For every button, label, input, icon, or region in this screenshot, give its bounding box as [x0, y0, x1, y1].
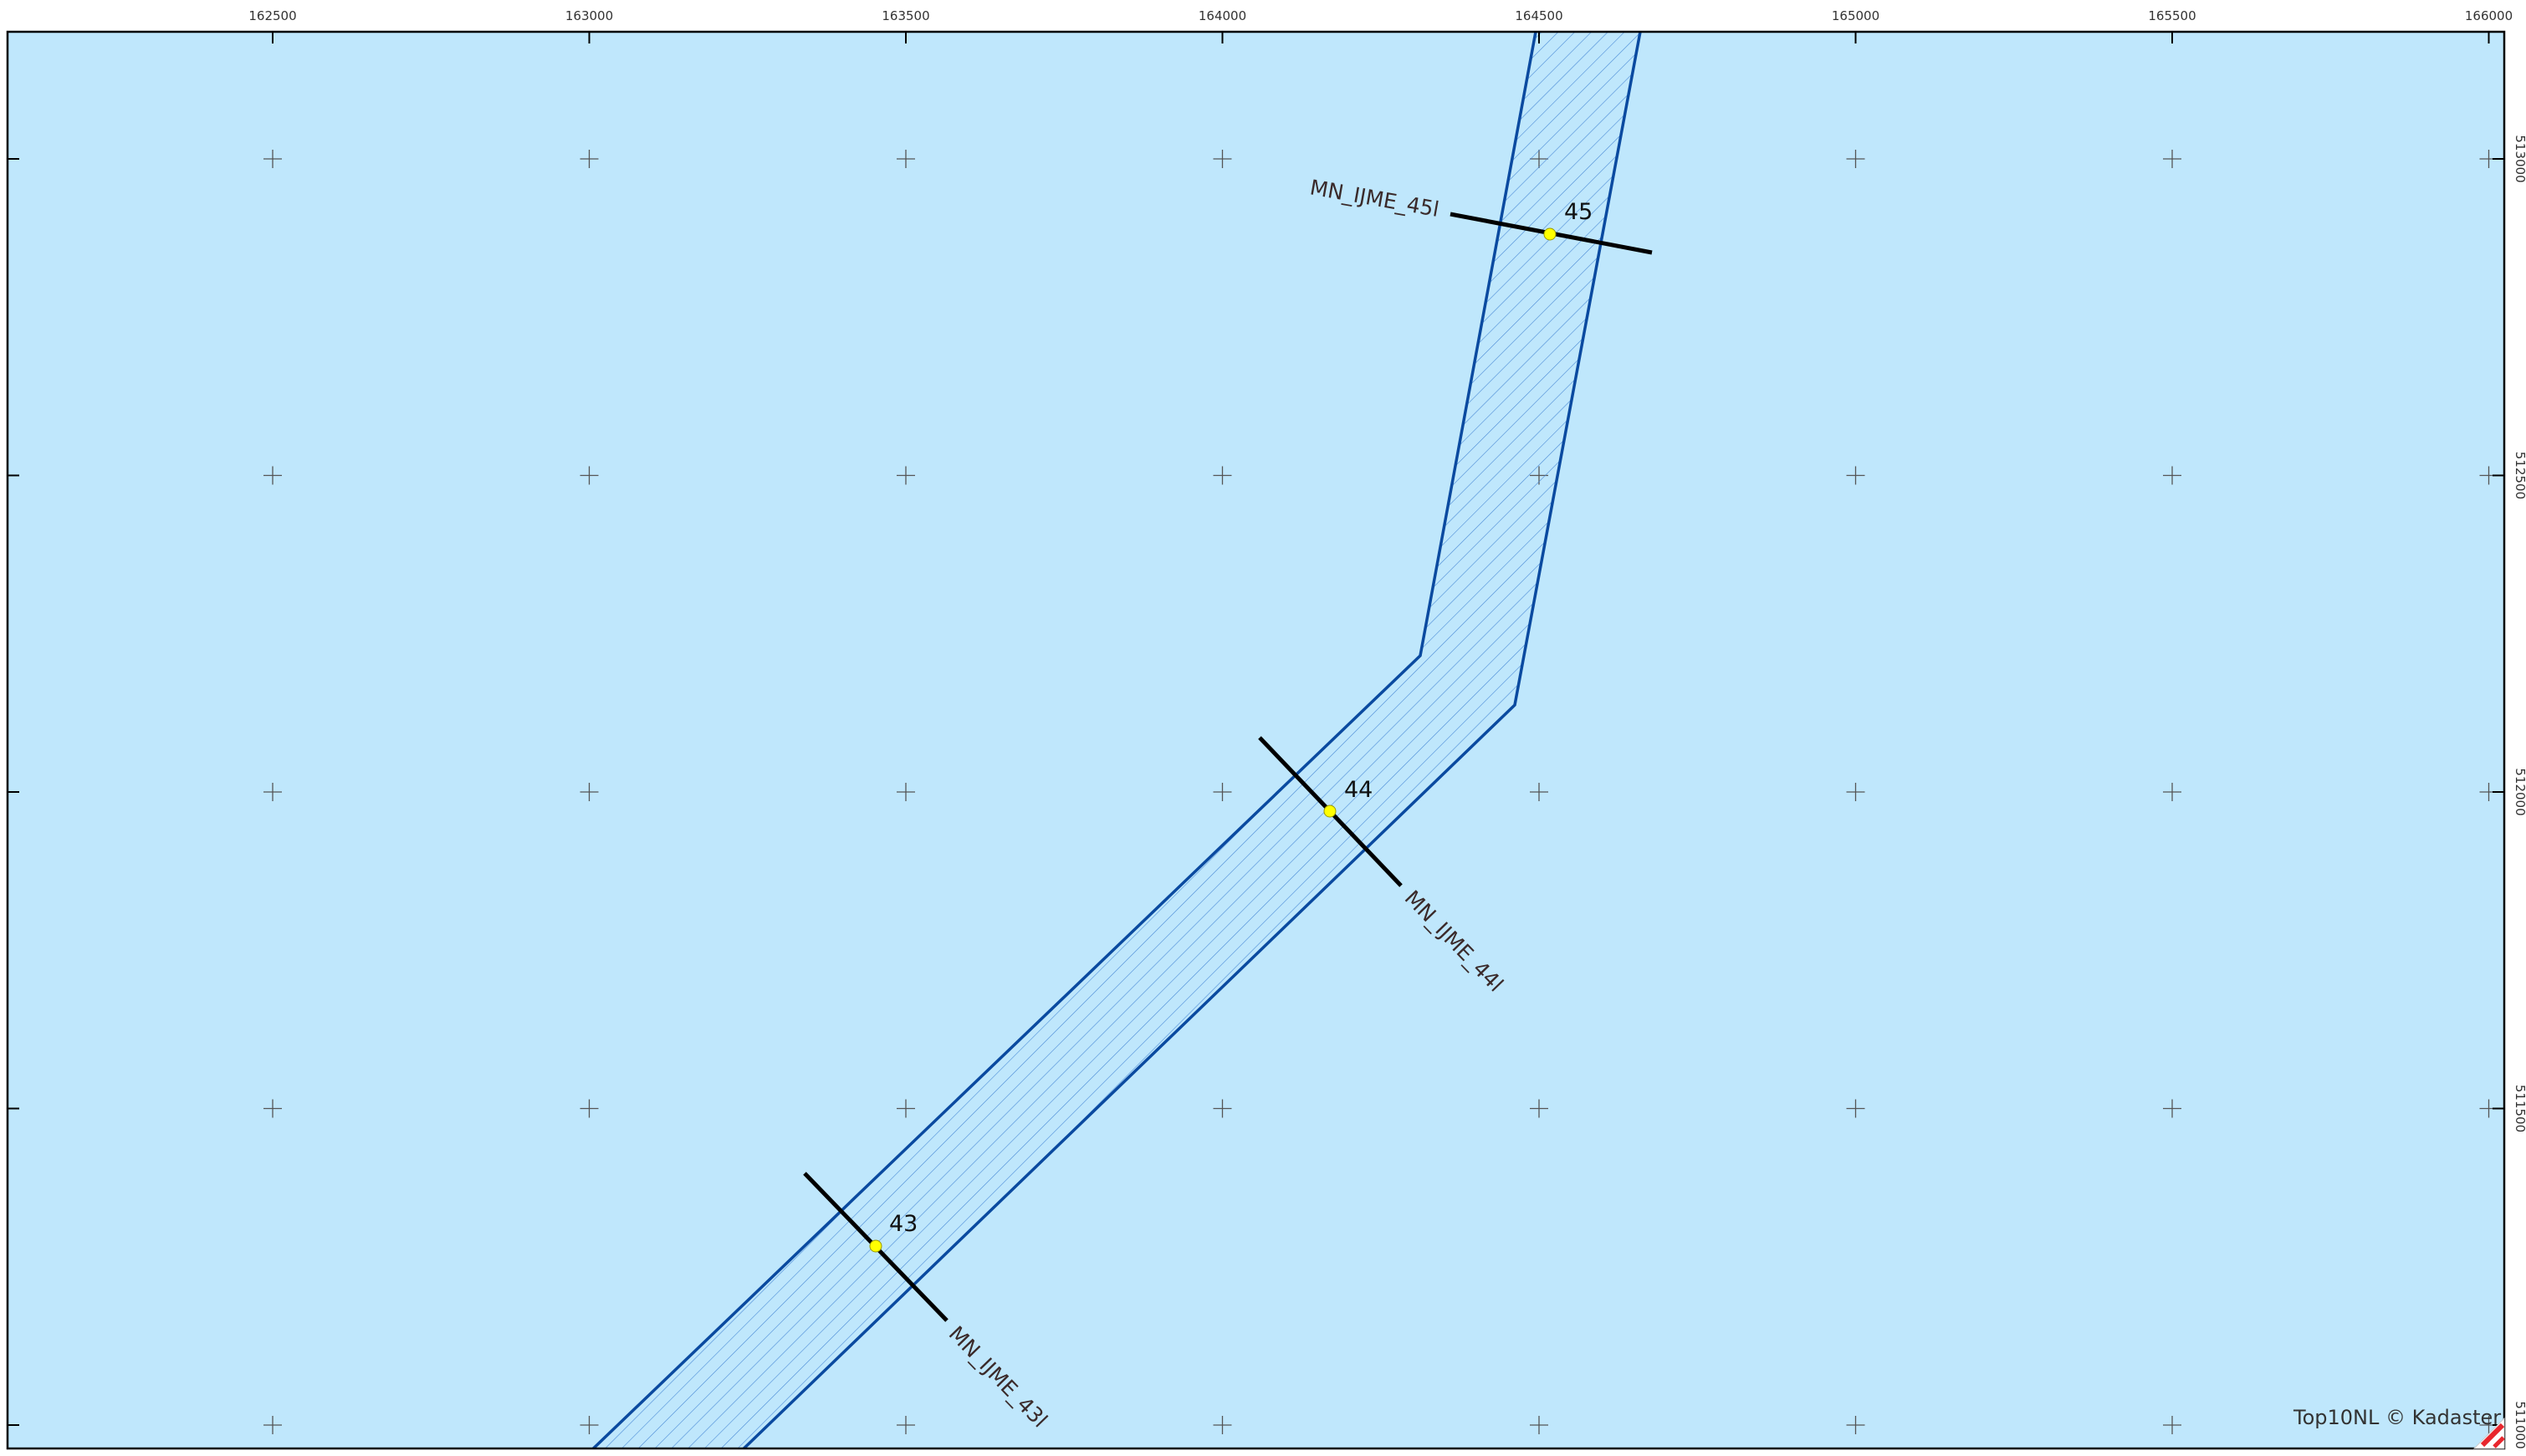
x-tick-label: 163500 [882, 8, 929, 23]
profile-43-number: 43 [889, 1211, 918, 1237]
water-area [8, 32, 2504, 1448]
map-frame [6, 30, 2506, 1450]
y-axis-ticks: 513000 512500 512000 511500 511000 [8, 135, 2526, 1449]
profile-43-point[interactable] [869, 1239, 882, 1253]
x-tick-label: 165000 [1832, 8, 1879, 23]
x-axis-ticks: 162500 163000 163500 164000 164500 165000 1655… [248, 8, 2513, 43]
y-tick-label: 512500 [2513, 452, 2526, 499]
grid-crosses [263, 150, 2498, 1434]
profile-44-number: 44 [1344, 777, 1373, 803]
profile-44-point[interactable] [1323, 805, 1337, 818]
profile-45-number: 45 [1564, 199, 1593, 225]
corner-arrow-icon [2472, 1417, 2505, 1449]
x-tick-label: 163000 [565, 8, 613, 23]
x-tick-label: 162500 [248, 8, 296, 23]
x-tick-label: 164000 [1199, 8, 1246, 23]
x-tick-label: 165500 [2148, 8, 2196, 23]
x-tick-label: 164500 [1515, 8, 1562, 23]
channel-left-edge [591, 32, 1537, 1448]
attribution-text: Top10NL © Kadaster [2293, 1406, 2501, 1429]
x-tick-label: 166000 [2465, 8, 2513, 23]
channel-right-edge [741, 32, 1642, 1448]
y-tick-label: 511500 [2513, 1085, 2526, 1132]
profile-45-point[interactable] [1543, 227, 1557, 241]
navigation-channel[interactable] [585, 32, 1640, 1456]
y-tick-label: 511000 [2513, 1401, 2526, 1448]
y-tick-label: 512000 [2513, 768, 2526, 815]
y-tick-label: 513000 [2513, 135, 2526, 182]
